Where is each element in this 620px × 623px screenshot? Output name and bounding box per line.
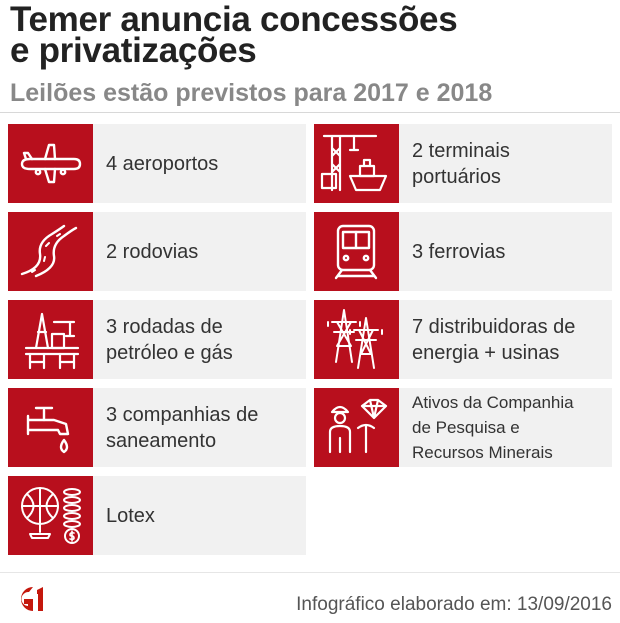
item-highways: 2 rodovias	[8, 212, 306, 291]
item-label: 3 rodadas de petróleo e gás	[106, 315, 233, 364]
item-label: 2 rodovias	[106, 240, 199, 263]
item-label: 7 distribuidoras de energia + usinas	[412, 315, 576, 364]
item-label: 3 companhias de saneamento	[106, 403, 259, 452]
footer-credit: Infográfico elaborado em: 13/09/2016	[296, 594, 612, 615]
item-oil-gas: 3 rodadas de petróleo e gás	[8, 300, 306, 379]
port-crane-ship-icon	[314, 124, 399, 203]
road-icon	[8, 212, 93, 291]
page-title: Temer anuncia concessões e privatizações	[10, 0, 458, 70]
page-subtitle: Leilões estão previstos para 2017 e 2018	[10, 79, 493, 107]
power-tower-icon	[314, 300, 399, 379]
title-line-1: Temer anuncia concessões	[10, 0, 458, 39]
item-label: 3 ferrovias	[412, 240, 506, 263]
item-energy: 7 distribuidoras de energia + usinas	[314, 300, 612, 379]
item-label: 2 terminais portuários	[412, 139, 510, 188]
header-divider	[0, 112, 620, 113]
train-icon	[314, 212, 399, 291]
g1-logo	[8, 584, 52, 614]
item-ports: 2 terminais portuários	[314, 124, 612, 203]
water-faucet-icon	[8, 388, 93, 467]
miner-diamond-icon	[314, 388, 399, 467]
oil-platform-icon	[8, 300, 93, 379]
item-label: Ativos da Companhia de Pesquisa e Recurs…	[412, 393, 574, 462]
lottery-globe-coins-icon	[8, 476, 93, 555]
item-label: Lotex	[106, 504, 155, 527]
item-lotex: Lotex	[8, 476, 306, 555]
item-mineral-resources: Ativos da Companhia de Pesquisa e Recurs…	[314, 388, 612, 467]
airplane-icon	[8, 124, 93, 203]
title-line-2: e privatizações	[10, 31, 257, 70]
item-sanitation: 3 companhias de saneamento	[8, 388, 306, 467]
item-airports: 4 aeroportos	[8, 124, 306, 203]
item-railways: 3 ferrovias	[314, 212, 612, 291]
footer-divider	[0, 572, 620, 573]
item-label: 4 aeroportos	[106, 152, 219, 175]
